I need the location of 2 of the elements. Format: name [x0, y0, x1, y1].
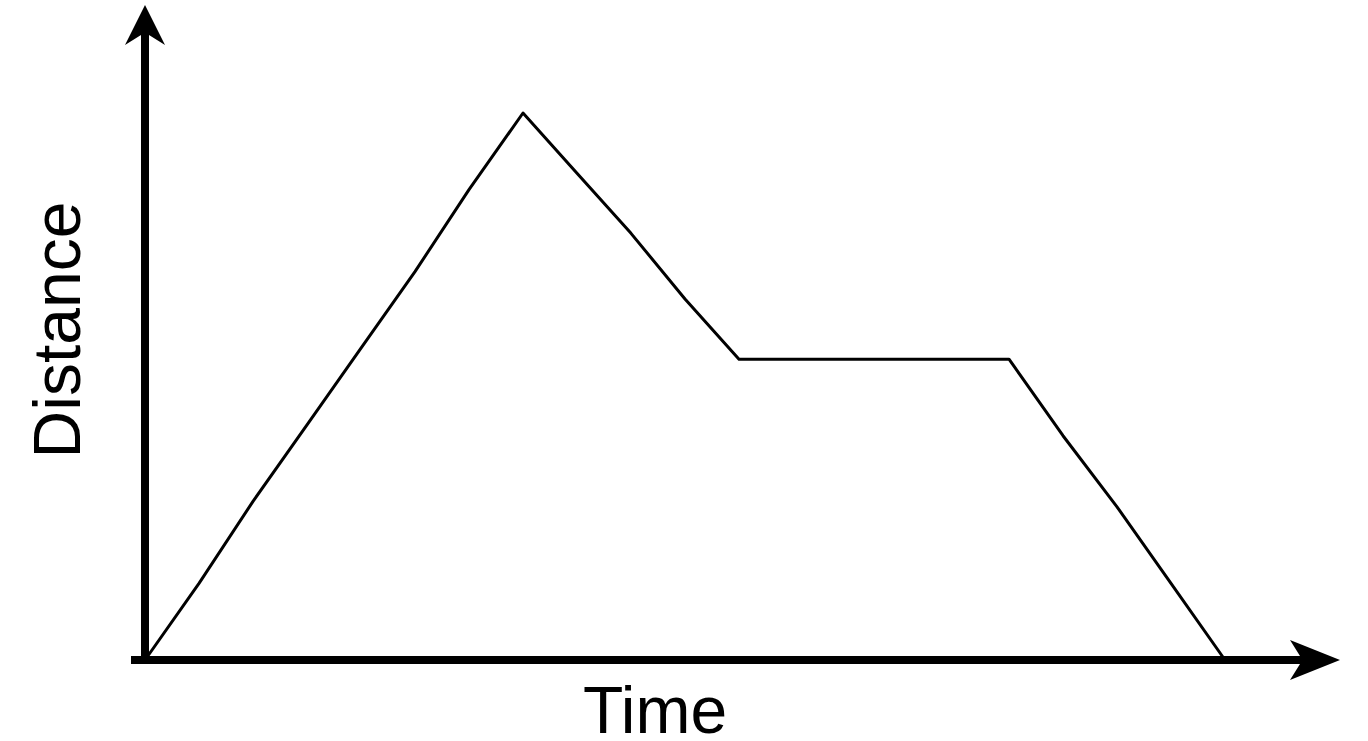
y-axis-title: Distance [20, 201, 94, 459]
x-axis-title: Time [582, 673, 728, 741]
